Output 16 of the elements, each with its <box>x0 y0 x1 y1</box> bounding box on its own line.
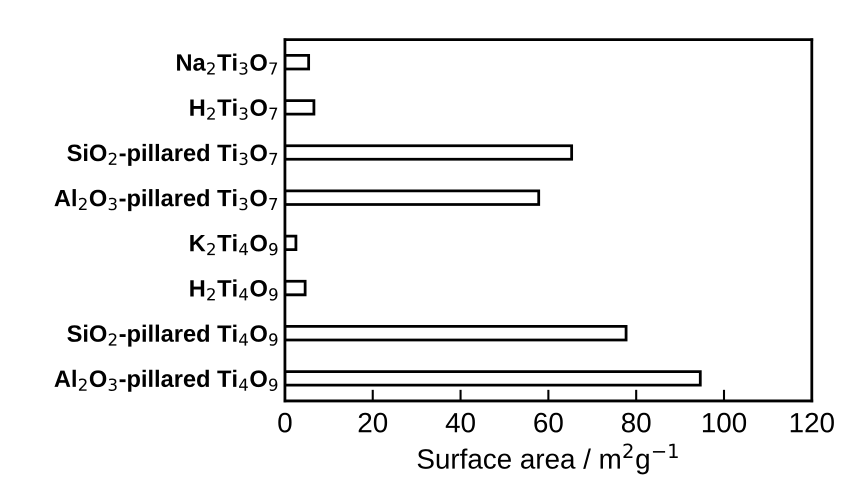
x-tick-label: 60 <box>534 412 563 432</box>
x-tick-label: 0 <box>278 412 292 432</box>
y-tick-label: H$_{2}$Ti$_{3}$O$_{7}$ <box>190 98 278 120</box>
y-tick-label: K$_{2}$Ti$_{4}$O$_{9}$ <box>190 234 278 256</box>
x-tick-label: 100 <box>702 412 746 432</box>
y-tick-label: SiO$_{2}$-pillared Ti$_{3}$O$_{7}$ <box>67 144 278 166</box>
y-tick-label: Na$_{2}$Ti$_{3}$O$_{7}$ <box>177 54 278 75</box>
y-tick-label: Al$_{2}$O$_{3}$-pillared Ti$_{4}$O$_{9}$ <box>54 370 278 392</box>
x-tick-label: 80 <box>622 412 651 432</box>
x-tick-label: 120 <box>790 412 834 432</box>
x-tick-label: 20 <box>358 412 388 432</box>
x-tick-label: 40 <box>446 412 475 432</box>
y-tick-label: SiO$_{2}$-pillared Ti$_{4}$O$_{9}$ <box>67 324 278 347</box>
y-tick-label: H$_{2}$Ti$_{4}$O$_{9}$ <box>190 279 278 301</box>
y-tick-label: Al$_{2}$O$_{3}$-pillared Ti$_{3}$O$_{7}$ <box>54 189 278 212</box>
x-axis-title: Surface area / m$^{2}$g$^{−1}$ <box>418 444 678 474</box>
